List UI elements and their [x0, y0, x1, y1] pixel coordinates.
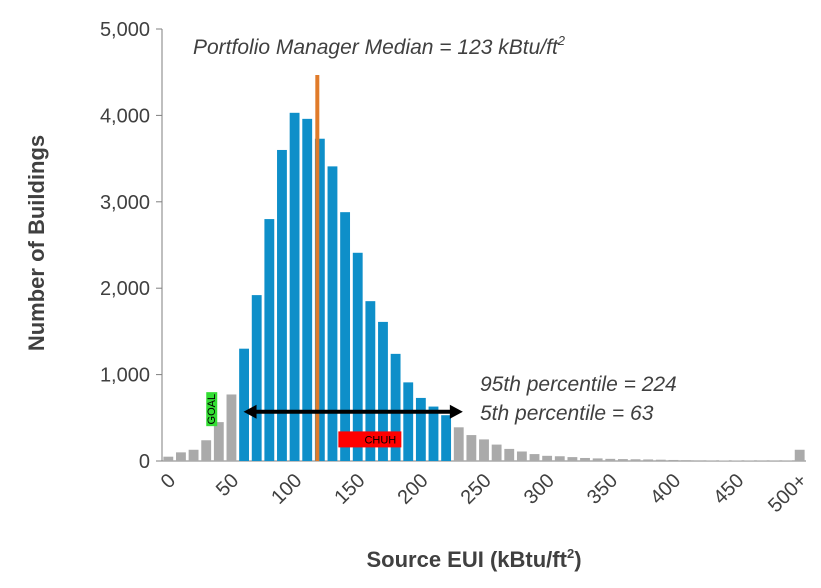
histogram-bar — [251, 295, 262, 461]
histogram-bar — [226, 394, 237, 461]
x-tick-label: 250 — [457, 470, 496, 509]
histogram-bar — [592, 458, 603, 461]
histogram-bar — [277, 149, 287, 461]
histogram-bar — [302, 118, 313, 461]
x-tick-label: 350 — [583, 470, 622, 509]
arrow-head-right — [449, 404, 463, 419]
histogram-bar — [441, 415, 452, 461]
histogram-bar — [314, 138, 325, 461]
x-tick-label: 200 — [394, 470, 433, 509]
chuh-marker — [338, 431, 402, 448]
y-tick-label: 5,000 — [100, 19, 150, 41]
histogram-bar — [378, 321, 388, 461]
x-tick-label: 0 — [157, 470, 180, 493]
histogram-bar — [428, 406, 439, 461]
histogram-bar — [365, 301, 376, 461]
x-tick-label: 150 — [330, 470, 369, 509]
y-tick-label: 3,000 — [100, 192, 150, 214]
bar-layer — [163, 112, 805, 462]
histogram-bar — [403, 382, 414, 461]
x-tick-label: 450 — [709, 470, 748, 509]
histogram-bar — [643, 459, 654, 461]
histogram-bar — [504, 448, 515, 461]
histogram-bar — [163, 456, 174, 461]
histogram-bar — [655, 459, 666, 461]
histogram-bar — [327, 166, 338, 461]
median-annotation: Portfolio Manager Median = 123 kBtu/ft2 — [193, 33, 566, 59]
histogram-bar — [201, 440, 212, 461]
histogram-bar — [479, 439, 489, 461]
histogram-bar — [239, 348, 250, 461]
chuh-marker-label: CHUH — [364, 434, 396, 446]
marker-layer: GOAL CHUH — [206, 392, 402, 448]
histogram-bar — [542, 455, 553, 461]
histogram-bar — [567, 457, 578, 461]
x-axis-title: Source EUI (kBtu/ft2) — [366, 546, 581, 572]
p5-annotation: 5th percentile = 63 — [480, 402, 654, 425]
x-tick-label: 500+ — [764, 470, 811, 517]
histogram-bar — [681, 460, 691, 461]
goal-marker-label: GOAL — [206, 394, 218, 425]
histogram-bar — [289, 112, 300, 462]
histogram-bar — [213, 422, 224, 461]
histogram-bar — [529, 454, 540, 461]
histogram-bar — [516, 451, 527, 461]
y-tick-label: 1,000 — [100, 365, 150, 387]
x-tick-label: 100 — [267, 470, 306, 509]
p95-annotation: 95th percentile = 224 — [480, 373, 677, 396]
histogram-bar — [617, 459, 628, 461]
histogram-bar — [188, 449, 199, 461]
percentile-arrow — [243, 404, 463, 419]
histogram-bar — [415, 397, 426, 461]
histogram-bar — [264, 219, 275, 461]
y-tick-label: 4,000 — [100, 105, 150, 127]
histogram-bar — [706, 460, 717, 461]
histogram-bar — [605, 458, 616, 461]
histogram-bar — [453, 427, 464, 461]
histogram-bar — [630, 459, 641, 461]
arrow-head-left — [243, 404, 257, 419]
histogram-bar — [466, 435, 477, 461]
histogram-bar — [668, 459, 679, 461]
x-tick-label: 50 — [212, 470, 243, 501]
histogram-bar — [554, 456, 565, 461]
x-tick-label: 400 — [646, 470, 685, 509]
histogram-bar — [340, 212, 351, 461]
y-tick-label: 0 — [139, 451, 150, 473]
y-axis-title: Number of Buildings — [24, 135, 49, 351]
histogram-bar — [491, 444, 502, 461]
histogram-bar — [352, 252, 363, 461]
histogram-bar — [718, 460, 729, 461]
histogram-bar — [693, 460, 704, 461]
histogram-bar — [580, 457, 590, 461]
y-tick-label: 2,000 — [100, 278, 150, 300]
histogram-bar — [794, 449, 805, 461]
histogram-bar — [176, 452, 186, 461]
x-tick-label: 300 — [520, 470, 559, 509]
histogram-bar — [390, 353, 401, 461]
goal-marker — [206, 392, 218, 427]
